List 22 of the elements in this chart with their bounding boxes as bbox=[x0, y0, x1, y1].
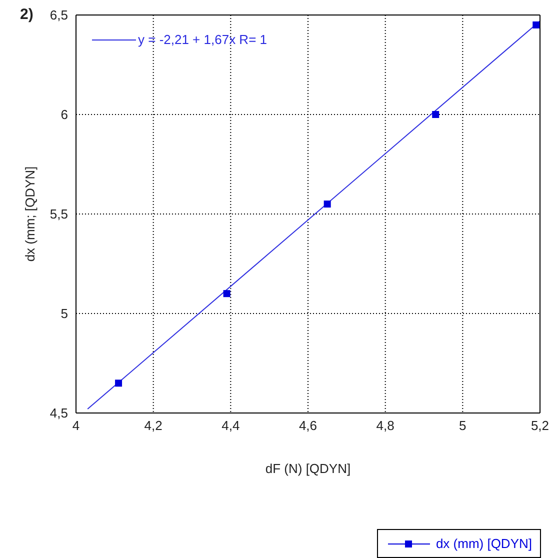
point bbox=[115, 380, 122, 387]
x-tick-label: 4,6 bbox=[298, 418, 318, 434]
point bbox=[223, 290, 230, 298]
point bbox=[532, 21, 540, 28]
x-tick-label: 5,2 bbox=[530, 418, 550, 434]
legend-label: y = -2,21 + 1,67x R= 1 bbox=[138, 32, 267, 47]
point bbox=[432, 111, 440, 118]
y-tick-label: 5,5 bbox=[50, 206, 68, 222]
x-tick-label: 4,2 bbox=[144, 418, 162, 434]
chart-title: 2) bbox=[20, 6, 34, 23]
point bbox=[324, 200, 331, 208]
y-tick-label: 5 bbox=[60, 306, 68, 322]
x-tick-label: 4,4 bbox=[222, 418, 240, 434]
y-axis-title: dx (mm; [QDYN] bbox=[22, 166, 38, 262]
x-tick-label: 5 bbox=[459, 418, 466, 434]
x-axis-title: dF (N) [QDYN] bbox=[265, 461, 351, 476]
x-tick-label: 4 bbox=[72, 418, 80, 434]
y-tick-label: 4,5 bbox=[50, 406, 68, 421]
y-tick-label: 6 bbox=[60, 107, 68, 122]
legend-label: dx (mm) [QDYN] bbox=[436, 536, 532, 551]
y-tick-label: 6,5 bbox=[50, 8, 68, 23]
x-tick-label: 4,8 bbox=[376, 418, 394, 434]
